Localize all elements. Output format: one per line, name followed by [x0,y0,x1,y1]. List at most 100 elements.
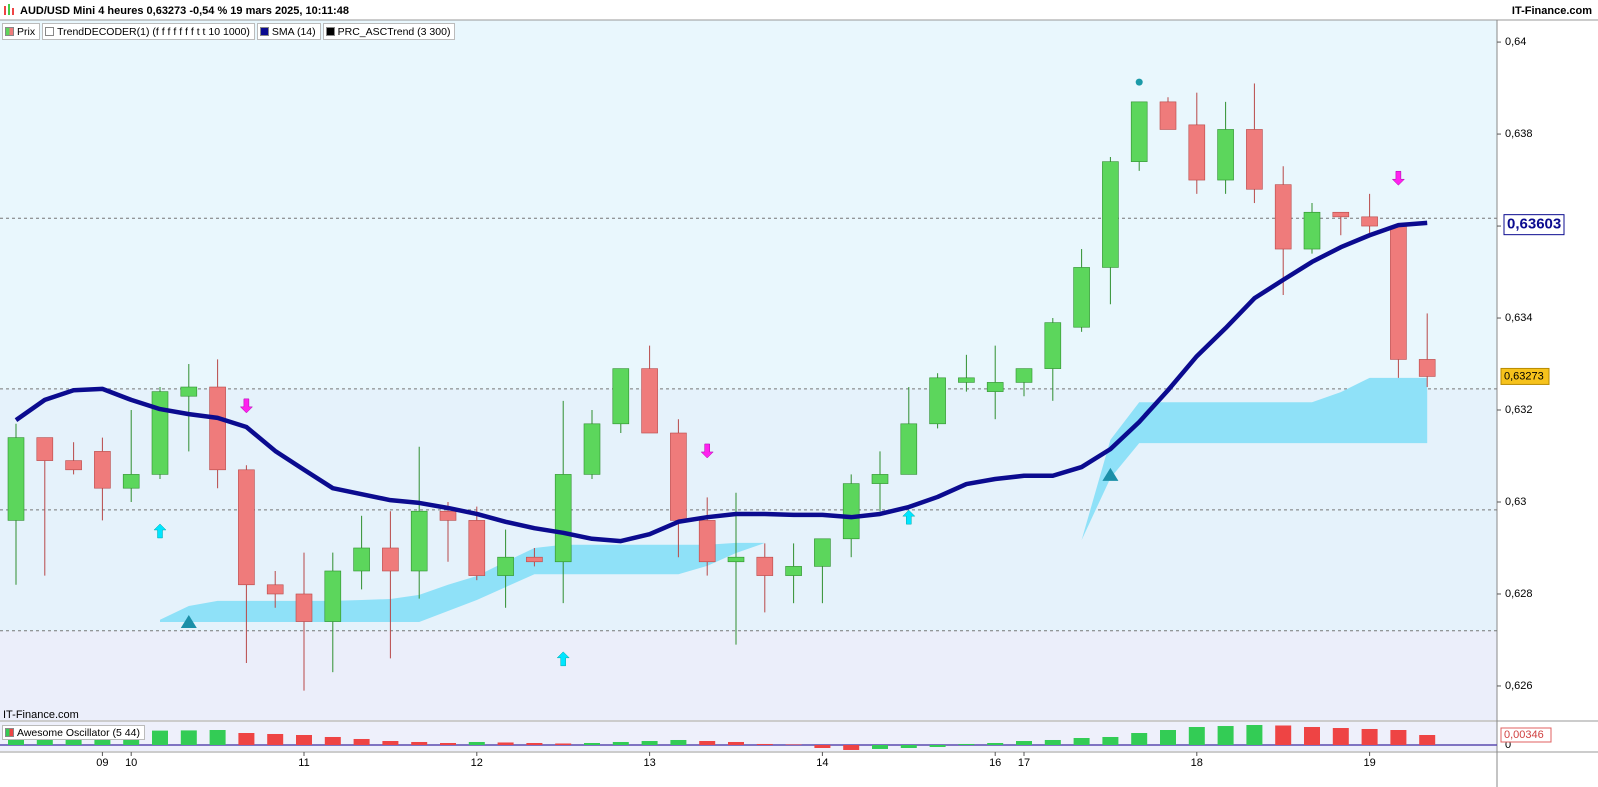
ao-bar [1246,725,1263,745]
ao-bar [353,738,370,745]
x-tick-label: 17 [1018,757,1030,769]
ao-bar [728,741,744,745]
header-icon [4,4,14,15]
ao-bar [1160,730,1176,745]
legend-label: SMA (14) [271,25,316,38]
x-tick-label: 10 [125,757,137,769]
candle-body [871,474,889,484]
candle-body [986,382,1004,392]
ao-bar [1102,736,1119,745]
candle-body [209,386,226,471]
sma-line [14,220,1428,544]
candle-body [180,386,198,397]
legend-item: Prix [2,23,41,40]
legend-swatch [259,27,269,36]
ao-bar [1044,739,1061,745]
candle-body [1332,211,1350,218]
up-arrow [556,651,570,667]
up-arrow [902,509,916,525]
ao-bar [756,743,773,745]
legend-swatch [5,728,14,737]
candle-body [670,432,687,521]
candle-body [1274,184,1292,250]
ao-bar [670,739,687,745]
legend-label: Awesome Oscillator (5 44) [17,726,140,739]
signal-triangle [1102,467,1119,481]
ao-bar [238,733,255,745]
y-tick-label: 0,64 [1505,36,1526,48]
y-tick-label: 0,632 [1505,404,1533,416]
zone-bg [0,631,1497,720]
legend-swatch [45,27,55,36]
candle-body [122,474,140,489]
candle-body [641,368,658,434]
candle-body [958,377,975,383]
candle-body [468,520,486,576]
ao-legend: Awesome Oscillator (5 44) [2,725,145,740]
ao-bar [382,741,399,745]
x-tick-label: 11 [298,757,309,769]
down-arrow [700,443,714,459]
candle-body [900,423,918,475]
candle-body [439,510,457,521]
legend-item: PRC_ASCTrend (3 300) [322,23,456,40]
y-tick-label: 0,628 [1505,588,1533,600]
ao-bar [526,742,543,745]
ao-value-box [1500,727,1552,743]
candle-body [929,377,946,425]
brand: IT-Finance.com [1512,5,1592,17]
candle-body [1303,211,1321,250]
x-tick-label: 09 [96,757,108,769]
ao-bar [555,743,572,745]
ao-bar [785,744,802,746]
last-price-label: 0,63273 [1504,370,1544,382]
candle-body [410,510,428,572]
candle-body [324,570,342,622]
candle-body [1418,359,1436,377]
legend-item: SMA (14) [256,23,321,40]
x-tick-label: 14 [816,757,828,769]
candle-body [1361,216,1378,227]
y-tick-label: 0,634 [1505,312,1533,324]
ao-bar [1275,725,1292,745]
ao-bar [440,742,456,745]
ao-value-label: 0,00346 [1504,729,1544,741]
candle-body [7,437,25,521]
y-tick-label: 0,638 [1505,128,1533,140]
x-tick-label: 16 [989,757,1001,769]
candle-body [151,391,169,475]
ao-bar [497,742,514,745]
legend-swatch [5,27,14,36]
ao-bar [1073,738,1090,745]
candle-body [785,566,802,576]
ao-bar [1390,730,1407,745]
x-tick-label: 19 [1363,757,1375,769]
legend-swatch [325,27,335,36]
x-tick-label: 12 [471,757,483,769]
ao-bar [900,744,917,748]
candle-body [1044,322,1062,369]
candle-body [814,538,831,567]
x-tick-label: 18 [1191,757,1203,769]
legend-label: TrendDECODER(1) (f f f f f f f t t 10 10… [57,25,250,38]
candle-body [295,593,313,622]
down-arrow [239,398,254,414]
candle-body [497,556,514,576]
ao-bar [267,733,284,745]
x-tick-label: 13 [643,757,655,769]
ao-bar [152,730,168,745]
ao-bar [929,744,946,747]
legend-label: Prix [17,25,36,38]
candle-body [526,556,543,563]
candle-body [1015,368,1033,383]
ao-bar [958,743,975,745]
ao-bar [987,742,1004,745]
candle-body [65,460,82,471]
legend: Prix TrendDECODER(1) (f f f f f f f t t … [2,23,456,40]
candle-body [1246,129,1263,190]
signal-triangle [180,615,197,629]
candle-body [554,474,572,563]
candle-body [612,368,630,425]
